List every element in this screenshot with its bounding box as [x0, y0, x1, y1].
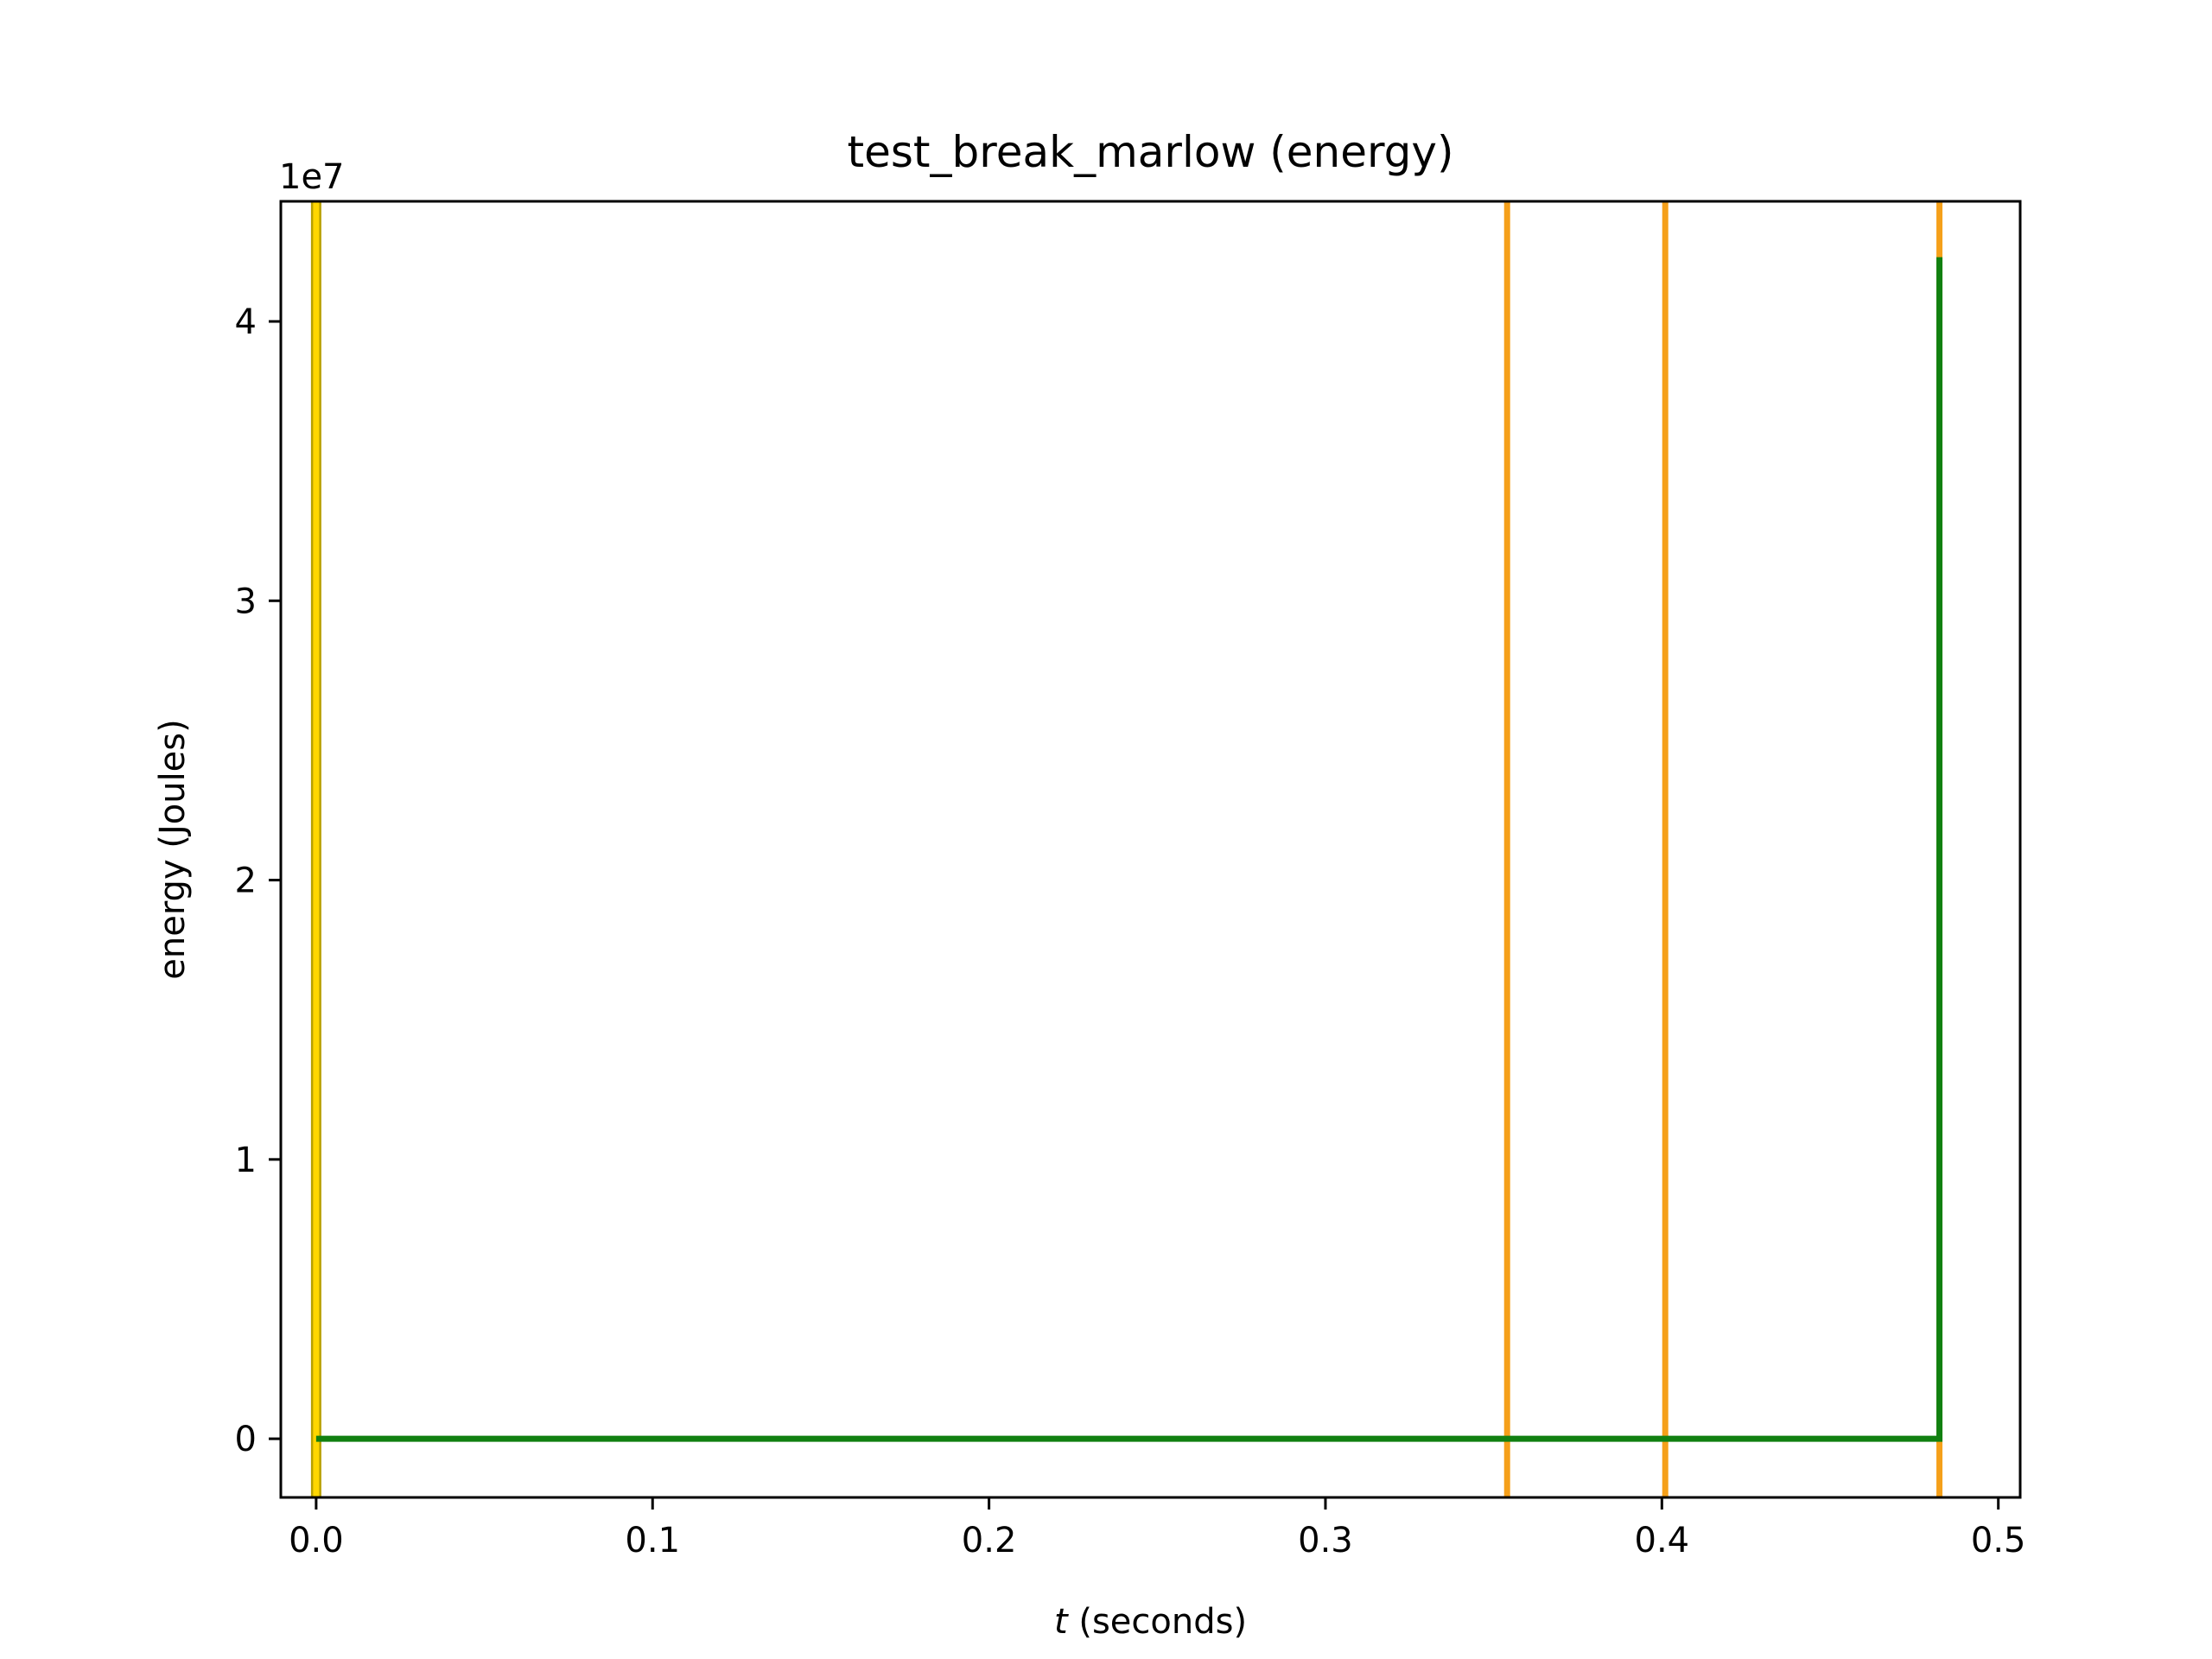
- y-tick-label: 4: [235, 302, 257, 342]
- x-axis-label: t (seconds): [1054, 1602, 1247, 1642]
- x-tick-label: 0.5: [1971, 1521, 2026, 1560]
- y-axis-offset-label: 1e7: [279, 157, 345, 197]
- x-axis-label-units: (seconds): [1068, 1602, 1247, 1642]
- y-tick-label: 0: [235, 1420, 257, 1459]
- x-axis-label-variable: t: [1054, 1602, 1069, 1642]
- x-tick-label: 0.1: [625, 1521, 680, 1560]
- series-line-0: [315, 257, 1943, 1442]
- axes-frame: [279, 200, 2022, 1499]
- x-axis-ticks: 0.0 0.1 0.2 0.3 0.4 0.5: [289, 1497, 2026, 1560]
- y-tick-label: 2: [235, 861, 257, 901]
- y-tick-label: 1: [235, 1141, 257, 1180]
- chart-title: test_break_marlow (energy): [848, 127, 1454, 177]
- x-tick-label: 0.3: [1298, 1521, 1353, 1560]
- x-tick-label: 0.2: [962, 1521, 1017, 1560]
- y-axis-ticks: 0 1 2 3 4: [235, 302, 281, 1459]
- y-axis-label: energy (Joules): [153, 719, 193, 979]
- plot-area: [310, 201, 1943, 1497]
- x-tick-label: 0.0: [289, 1521, 344, 1560]
- x-tick-label: 0.4: [1635, 1521, 1690, 1560]
- y-tick-label: 3: [235, 582, 257, 621]
